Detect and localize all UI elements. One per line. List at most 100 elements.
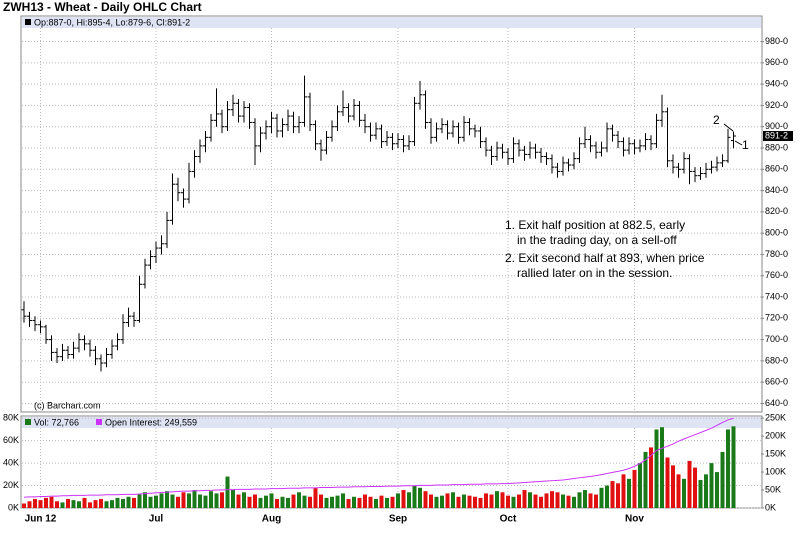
volume-bar [313,487,318,508]
volume-bar [335,495,340,508]
volume-bar [148,496,153,508]
marker-label: 2 [713,113,720,127]
volume-bar [627,478,631,508]
volume-bar [654,429,659,508]
volume-bar [577,492,582,508]
volume-bar [709,463,714,508]
volume-bar [500,492,505,508]
volume-bar [572,496,576,508]
volume-bar [181,492,186,508]
marker-arrow [734,140,743,146]
volume-bar [247,496,252,508]
legend-key [25,419,31,425]
volume-bar [429,494,433,508]
volume-bar [214,493,219,508]
volume-bar [44,497,48,508]
volume-bar [638,463,642,508]
volume-bar [126,496,131,508]
annotation: 1. Exit half position at 882.5, early in… [505,113,749,280]
volume-bar [22,503,26,508]
volume-bar [649,447,653,508]
y-tick-label: 640-0 [765,398,788,408]
y-tick-label: 0K [8,502,19,512]
annotation-text: rallied later on in the session. [517,266,672,280]
volume-bar [357,497,362,508]
volume-bar [726,429,730,508]
volume-bar [473,496,477,508]
legend-key [96,419,102,425]
header-key [25,19,31,25]
volume-bar [462,494,466,508]
volume-bar [396,493,400,508]
volume-bar [77,501,81,508]
y2-tick-label: 50K [765,484,781,494]
y-tick-label: 660-0 [765,377,788,387]
y-tick-label: 780-0 [765,249,788,259]
volume-bar [225,476,230,508]
volume-bar [621,474,626,508]
volume-bar [643,451,648,508]
volume-bar [308,496,312,508]
marker-arrow [723,123,734,132]
y-tick-label: 820-0 [765,206,788,216]
volume-bar [533,494,538,508]
volume-bar [594,494,598,508]
copyright: (c) Barchart.com [34,400,101,410]
volume-bar [467,495,472,508]
volume-bar [49,496,54,508]
volume-bar [209,491,213,508]
volume-bar [66,499,70,508]
volume-bar [159,493,164,508]
volume-bar [390,496,395,508]
volume-bar [484,493,488,508]
volume-bar [192,490,197,508]
volume-bar [495,491,499,508]
volume-bar [440,495,444,508]
y-tick-label: 920-0 [765,100,788,110]
x-tick-label: Nov [625,514,644,525]
volume-bar [379,495,384,508]
volume-bar [583,490,587,508]
volume-bar [599,487,604,508]
annotation-text: in the trading day, on a sell-off [517,233,677,247]
volume-bar [115,497,120,508]
volume-bar [506,495,510,508]
volume-bar [528,492,532,508]
volume-bar [418,487,422,508]
volume-bar [616,483,620,508]
volume-bar [203,495,208,508]
volume-bar [286,497,290,508]
volume-bar [588,493,593,508]
volume-bar [170,494,175,508]
volume-bar [341,493,345,508]
volume-bar [269,493,274,508]
volume-bar [176,496,180,508]
volume-bar [368,496,373,508]
y-tick-label: 740-0 [765,291,788,301]
x-tick-label: Oct [500,514,517,525]
volume-bar [715,472,719,508]
volume-bar [88,502,92,508]
volume-bar [264,495,268,508]
y-tick-label: 900-0 [765,121,788,131]
y-tick-label: 720-0 [765,313,788,323]
y2-tick-label: 0K [765,502,776,512]
volume-bar [632,469,637,508]
volume-bar [132,497,136,508]
volume-bar [198,494,202,508]
y-tick-label: 860-0 [765,164,788,174]
price-panel [20,15,763,413]
annotation-text: 2. Exit second half at 893, when price [505,251,705,265]
volume-bar [434,496,439,508]
x-tick-label: Jun 12 [25,514,57,525]
volume-bar [297,492,301,508]
volume-bar [555,492,560,508]
volume-bar [522,490,527,508]
volume-bar [231,490,235,508]
volume-bar [242,492,246,508]
volume-bar [104,501,109,508]
volume-bar [275,499,279,508]
y-tick-label: 980-0 [765,36,788,46]
header-strip [22,17,761,28]
